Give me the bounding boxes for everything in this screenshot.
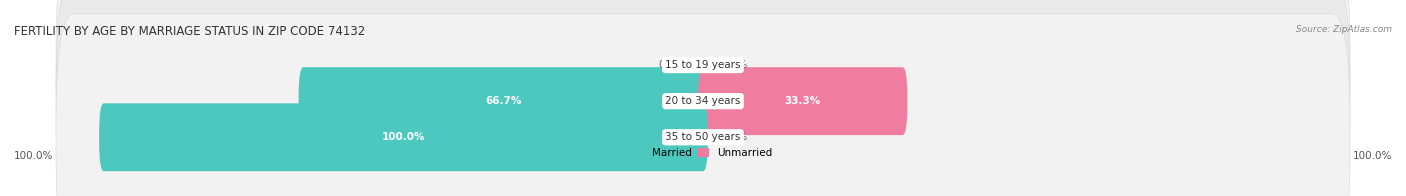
FancyBboxPatch shape <box>100 103 707 171</box>
Text: 0.0%: 0.0% <box>659 60 685 70</box>
Text: 0.0%: 0.0% <box>721 60 747 70</box>
Text: FERTILITY BY AGE BY MARRIAGE STATUS IN ZIP CODE 74132: FERTILITY BY AGE BY MARRIAGE STATUS IN Z… <box>14 25 366 38</box>
Text: 66.7%: 66.7% <box>485 96 522 106</box>
Text: Source: ZipAtlas.com: Source: ZipAtlas.com <box>1296 25 1392 34</box>
FancyBboxPatch shape <box>56 14 1350 196</box>
FancyBboxPatch shape <box>699 67 907 135</box>
Text: 0.0%: 0.0% <box>721 132 747 142</box>
FancyBboxPatch shape <box>56 0 1350 189</box>
Text: 100.0%: 100.0% <box>14 151 53 161</box>
Legend: Married, Unmarried: Married, Unmarried <box>634 148 772 158</box>
Text: 35 to 50 years: 35 to 50 years <box>665 132 741 142</box>
FancyBboxPatch shape <box>298 67 707 135</box>
Text: 100.0%: 100.0% <box>381 132 425 142</box>
Text: 100.0%: 100.0% <box>1353 151 1392 161</box>
Text: 33.3%: 33.3% <box>785 96 821 106</box>
Text: 20 to 34 years: 20 to 34 years <box>665 96 741 106</box>
FancyBboxPatch shape <box>56 0 1350 196</box>
Text: 15 to 19 years: 15 to 19 years <box>665 60 741 70</box>
